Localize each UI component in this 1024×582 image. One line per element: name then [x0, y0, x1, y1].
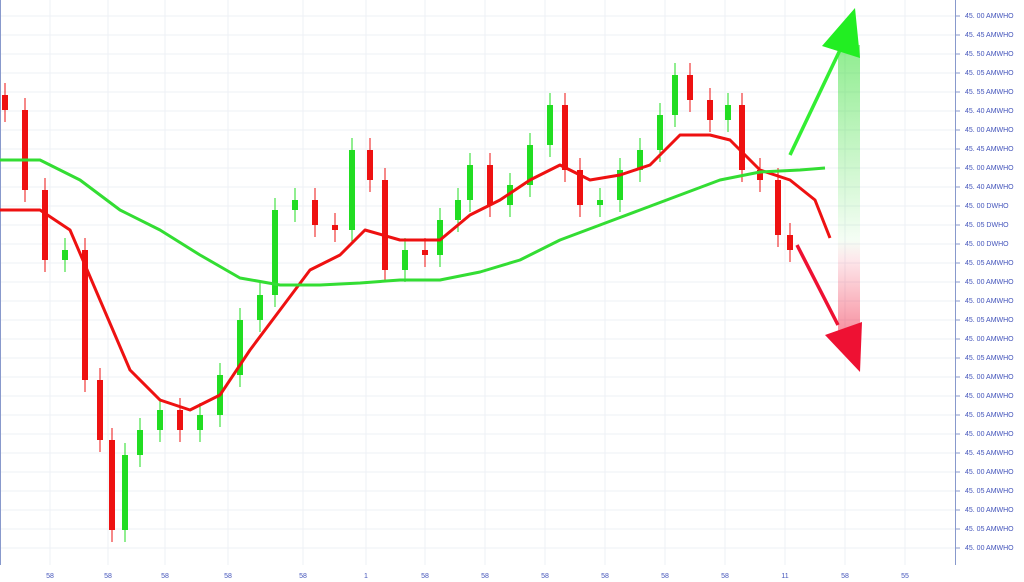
x-tick-label: 58	[46, 573, 54, 580]
candle-body	[197, 415, 203, 430]
candle-body	[42, 190, 48, 260]
y-tick-label: 45. 45 AMWHO	[965, 450, 1014, 457]
y-tick-label: 45. 05 AMWHO	[965, 526, 1014, 533]
candle-body	[157, 410, 163, 430]
y-tick-label: 45. 45 AMWHO	[965, 32, 1014, 39]
y-tick-label: 45. 00 AMWHO	[965, 13, 1014, 20]
x-tick-label: 58	[421, 573, 429, 580]
candle-body	[617, 170, 623, 200]
x-tick-label: 58	[481, 573, 489, 580]
candle-body	[687, 75, 693, 100]
candle-body	[22, 110, 28, 190]
candle-body	[422, 250, 428, 255]
up-arrow	[788, 49, 842, 156]
candle-body	[272, 210, 278, 295]
x-tick-label: 58	[601, 573, 609, 580]
x-tick-label: 11	[781, 573, 788, 580]
y-tick-label: 45. 00 AMWHO	[965, 469, 1014, 476]
y-tick-label: 45. 05 DWHO	[965, 222, 1009, 229]
x-tick-label: 58	[721, 573, 729, 580]
y-tick-label: 45. 45 AMWHO	[965, 146, 1014, 153]
y-tick-label: 45. 00 AMWHO	[965, 298, 1014, 305]
y-tick-label: 45. 00 AMWHO	[965, 393, 1014, 400]
candle-body	[237, 320, 243, 375]
y-tick-label: 45. 05 AMWHO	[965, 412, 1014, 419]
y-tick-label: 45. 00 AMWHO	[965, 507, 1014, 514]
up-glow	[838, 45, 860, 260]
x-tick-label: 1	[364, 573, 368, 580]
candle-body	[725, 105, 731, 120]
candle-body	[547, 105, 553, 145]
candle-body	[382, 180, 388, 270]
candle-body	[487, 165, 493, 205]
candle-body	[597, 200, 603, 205]
x-tick-label: 58	[224, 573, 232, 580]
candle-body	[257, 295, 263, 320]
down-glow	[838, 240, 860, 340]
candle-body	[312, 200, 318, 225]
x-tick-label: 58	[104, 573, 112, 580]
candle-body	[292, 200, 298, 210]
y-tick-label: 45. 00 AMWHO	[965, 545, 1014, 552]
up-arrow-head	[822, 8, 860, 58]
candle-body	[527, 145, 533, 185]
candle-body	[137, 430, 143, 455]
y-tick-label: 45. 05 AMWHO	[965, 317, 1014, 324]
candle-body	[707, 100, 713, 120]
candle-body	[577, 170, 583, 205]
plot	[0, 63, 832, 542]
y-tick-label: 45. 00 AMWHO	[965, 165, 1014, 172]
y-tick-label: 45. 00 DWHO	[965, 203, 1009, 210]
moving-average-line	[0, 158, 826, 287]
grid	[0, 0, 960, 565]
x-tick-label: 58	[541, 573, 549, 580]
y-tick-label: 45. 55 AMWHO	[965, 89, 1014, 96]
x-tick-label: 58	[841, 573, 849, 580]
candle-body	[657, 115, 663, 150]
candle-body	[739, 105, 745, 170]
candle-body	[2, 95, 8, 110]
candle-body	[97, 380, 103, 440]
candle-body	[349, 150, 355, 230]
y-tick-label: 45. 05 AMWHO	[965, 355, 1014, 362]
y-tick-label: 45. 00 AMWHO	[965, 279, 1014, 286]
x-tick-label: 58	[299, 573, 307, 580]
y-tick-label: 45. 05 AMWHO	[965, 70, 1014, 77]
candle-body	[122, 455, 128, 530]
down-arrow	[795, 244, 840, 326]
candle-body	[455, 200, 461, 220]
candle-body	[367, 150, 373, 180]
candle-body	[672, 75, 678, 115]
x-tick-label: 58	[661, 573, 669, 580]
candle-body	[757, 170, 763, 180]
candle-body	[332, 225, 338, 230]
candle-body	[787, 235, 793, 250]
y-tick-label: 45. 00 AMWHO	[965, 127, 1014, 134]
candle-body	[775, 180, 781, 235]
moving-average-line	[0, 133, 832, 412]
candle-body	[467, 165, 473, 200]
y-tick-label: 45. 00 AMWHO	[965, 336, 1014, 343]
y-tick-label: 45. 40 AMWHO	[965, 184, 1014, 191]
y-tick-label: 45. 50 AMWHO	[965, 51, 1014, 58]
candle-body	[109, 440, 115, 530]
candle-body	[437, 220, 443, 255]
down-arrow-head	[825, 322, 862, 372]
x-tick-label: 58	[161, 573, 169, 580]
y-tick-label: 45. 05 AMWHO	[965, 488, 1014, 495]
x-tick-label: 55	[901, 573, 909, 580]
candle-body	[177, 410, 183, 430]
y-tick-label: 45. 00 AMWHO	[965, 374, 1014, 381]
candle-body	[637, 150, 643, 170]
y-tick-label: 45. 00 DWHO	[965, 241, 1009, 248]
y-tick-label: 45. 40 AMWHO	[965, 108, 1014, 115]
candle-body	[402, 250, 408, 270]
candle-body	[82, 250, 88, 380]
y-tick-label: 45. 00 AMWHO	[965, 431, 1014, 438]
candle-body	[62, 250, 68, 260]
candle-body	[562, 105, 568, 170]
y-tick-label: 45. 05 AMWHO	[965, 260, 1014, 267]
